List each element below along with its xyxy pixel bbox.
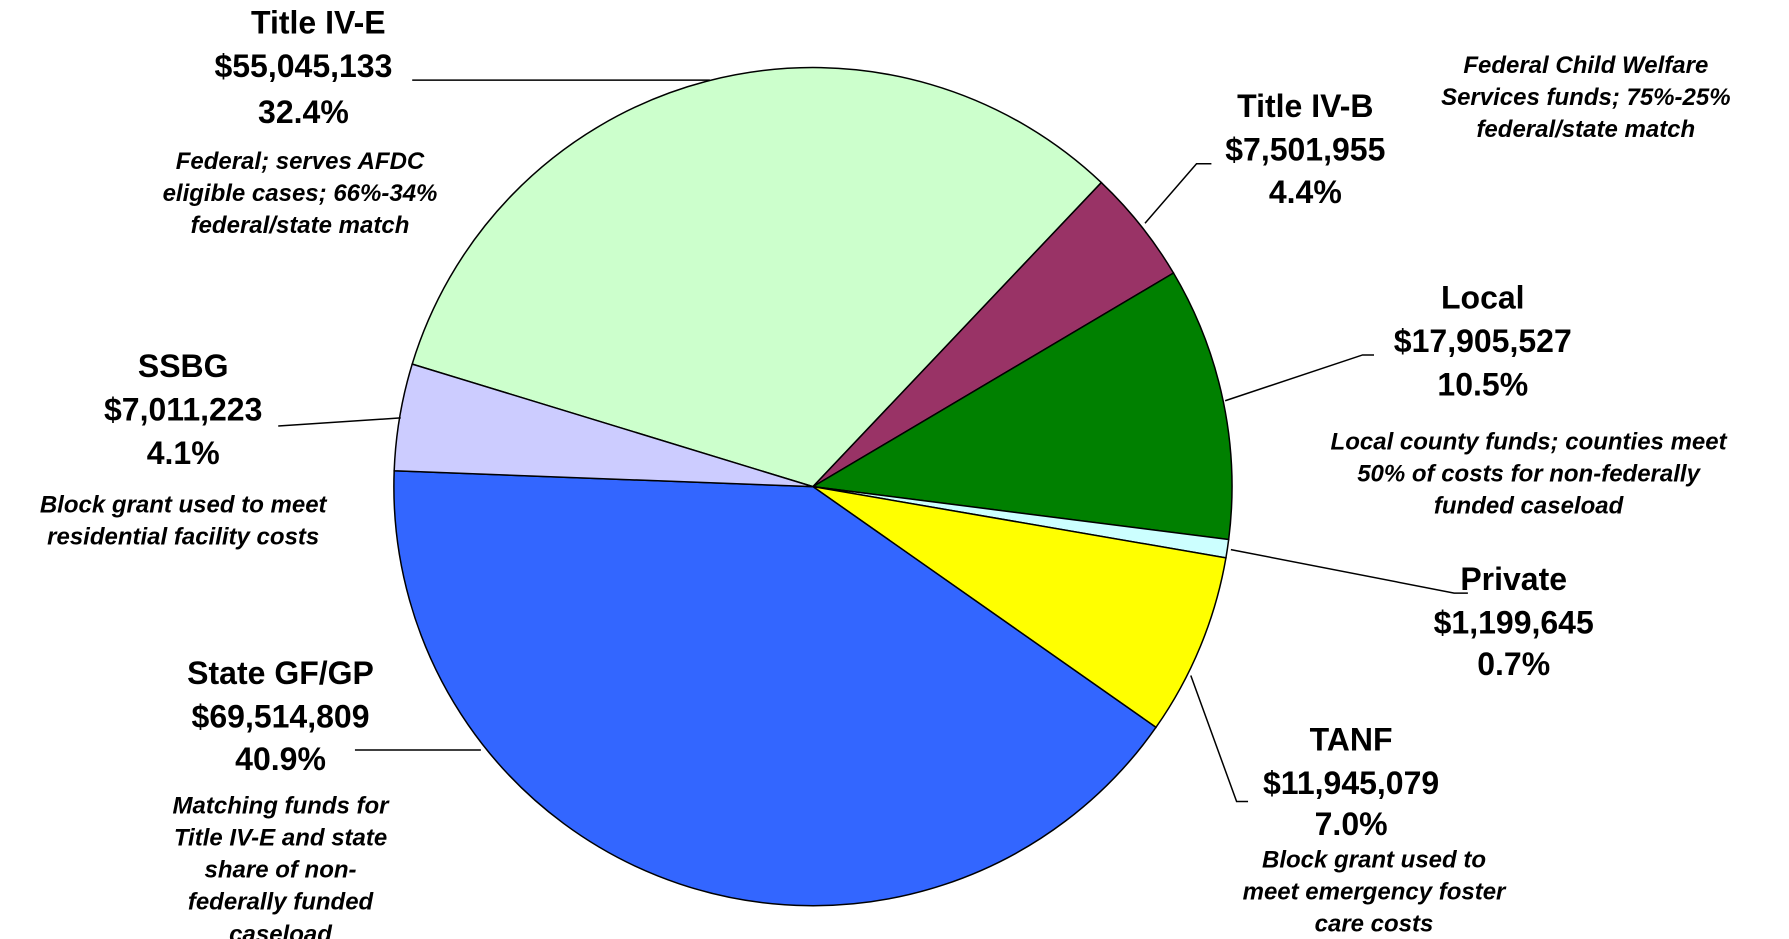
pie-slice xyxy=(393,363,814,488)
value-label: $7,501,955 xyxy=(1225,132,1385,168)
percent-label: 7.0% xyxy=(1315,806,1388,842)
percent-label: 40.9% xyxy=(235,741,326,777)
leader-line xyxy=(1144,162,1212,224)
slice-description: Matching funds for xyxy=(173,793,391,820)
slice-label: Title IV-B xyxy=(1237,88,1373,124)
slice-description: caseload xyxy=(229,921,333,939)
slice-label: SSBG xyxy=(138,348,229,384)
pie-slice xyxy=(810,272,1233,541)
pie-slice xyxy=(812,485,1227,729)
slice-description: share of non- xyxy=(205,857,357,884)
slice-description: residential facility costs xyxy=(47,523,319,550)
percent-label: 4.1% xyxy=(147,435,220,471)
slice-label: Private xyxy=(1460,561,1567,597)
slice-description: Title IV-E and state xyxy=(174,825,387,852)
value-label: $11,945,079 xyxy=(1263,765,1439,801)
slice-description: Block grant used to meet xyxy=(40,491,328,518)
slice-description: federal/state match xyxy=(1476,116,1695,143)
value-label: $1,199,645 xyxy=(1434,605,1594,641)
slice-description: federal/state match xyxy=(191,212,410,239)
value-label: $55,045,133 xyxy=(214,48,392,84)
slice-label: Local xyxy=(1441,279,1525,315)
slice-description: care costs xyxy=(1315,911,1434,938)
percent-label: 4.4% xyxy=(1269,174,1342,210)
leader-line xyxy=(1190,675,1249,803)
slice-description: Local county funds; counties meet xyxy=(1331,428,1728,455)
pie-slice xyxy=(393,470,1158,907)
pie-slice xyxy=(411,66,1103,488)
slice-description: eligible cases; 66%-34% xyxy=(163,180,438,207)
slice-description: Federal Child Welfare xyxy=(1463,52,1708,79)
percent-label: 0.7% xyxy=(1477,646,1550,682)
slice-description: meet emergency foster xyxy=(1243,878,1507,905)
percent-label: 10.5% xyxy=(1437,366,1528,402)
slice-description: federally funded xyxy=(188,889,375,916)
leader-line xyxy=(1230,548,1468,594)
slice-description: Services funds; 75%-25% xyxy=(1441,84,1730,111)
percent-label: 32.4% xyxy=(258,94,349,130)
value-label: $7,011,223 xyxy=(104,392,262,428)
value-label: $17,905,527 xyxy=(1394,323,1572,359)
leader-line xyxy=(278,417,401,427)
slice-description: funded caseload xyxy=(1434,493,1625,520)
value-label: $69,514,809 xyxy=(192,699,370,735)
slice-description: Federal; serves AFDC xyxy=(176,148,425,175)
slice-label: Title IV-E xyxy=(251,5,386,41)
slice-label: TANF xyxy=(1310,721,1393,757)
slice-label: State GF/GP xyxy=(187,655,374,691)
slice-description: 50% of costs for non-federally xyxy=(1357,461,1701,488)
slice-description: Block grant used to xyxy=(1262,846,1486,873)
leader-line xyxy=(1224,354,1374,402)
